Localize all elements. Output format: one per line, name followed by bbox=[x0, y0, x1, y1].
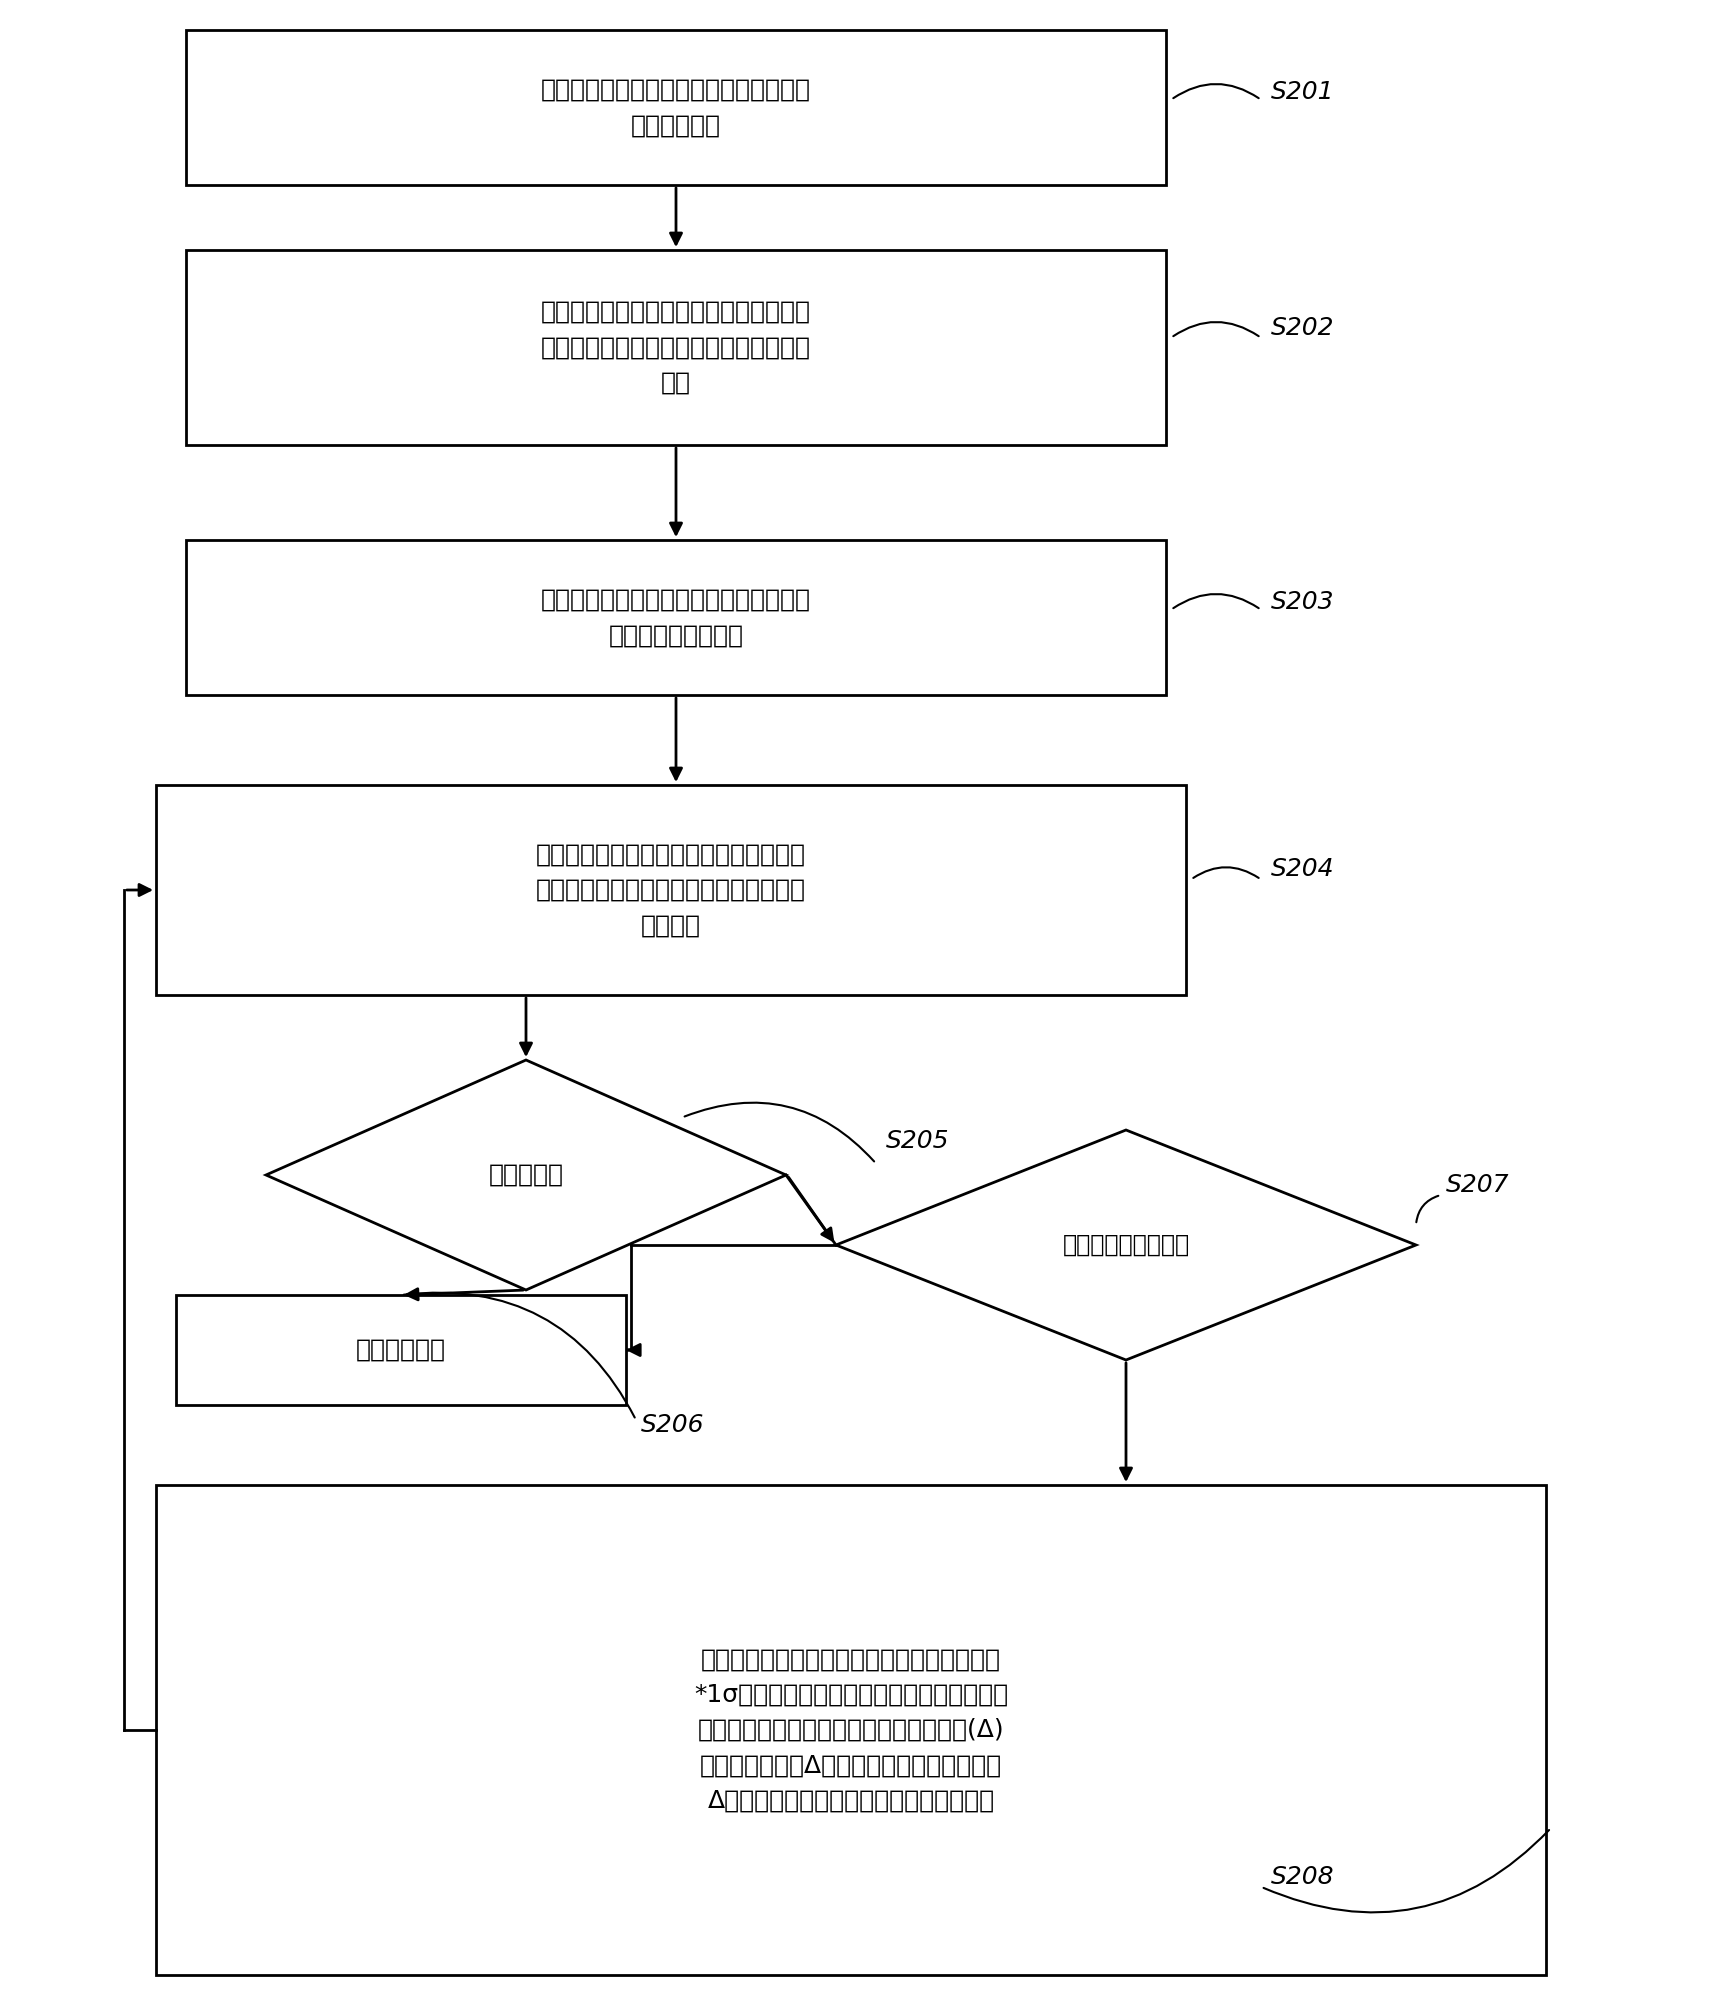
Text: S204: S204 bbox=[1270, 856, 1334, 880]
Bar bbox=[176, 1295, 627, 1406]
Text: S202: S202 bbox=[1270, 317, 1334, 341]
Text: S206: S206 bbox=[640, 1414, 705, 1438]
Text: S205: S205 bbox=[887, 1129, 950, 1153]
Text: 输出判断结果: 输出判断结果 bbox=[356, 1337, 447, 1361]
Polygon shape bbox=[265, 1061, 786, 1289]
Text: S208: S208 bbox=[1270, 1865, 1334, 1889]
Bar bbox=[187, 251, 1166, 445]
Text: 符合规范？: 符合规范？ bbox=[488, 1163, 563, 1187]
Text: 根据不同的电路设置对应的传输函数及需
要计算之参数: 根据不同的电路设置对应的传输函数及需 要计算之参数 bbox=[541, 78, 811, 136]
Bar bbox=[187, 30, 1166, 184]
Bar bbox=[187, 539, 1166, 696]
Text: S203: S203 bbox=[1270, 589, 1334, 614]
Polygon shape bbox=[835, 1131, 1416, 1359]
Bar bbox=[156, 786, 1186, 994]
Text: S201: S201 bbox=[1270, 80, 1334, 104]
Text: 确定具有误差值最大者，从而确定每一种
类的元件内具有误差值最大者的元件的型
号及参数: 确定具有误差值最大者，从而确定每一种 类的元件内具有误差值最大者的元件的型 号及… bbox=[536, 842, 806, 938]
Bar bbox=[156, 1486, 1546, 1975]
Text: 获取一电路对应的若干种类的元件、及每
一种类的元件所具有的全部型号及对应的
参数: 获取一电路对应的若干种类的元件、及每 一种类的元件所具有的全部型号及对应的 参数 bbox=[541, 301, 811, 395]
Text: S207: S207 bbox=[1447, 1173, 1510, 1197]
Text: 有其它型号的元件？: 有其它型号的元件？ bbox=[1063, 1233, 1190, 1257]
Text: 计算每一种类的元件内全部型号的元件的阻值
*1σ误差值，并计算每一种类的元件内全部型
号的元件对应的最大值与第二大值的差值(Δ)
，互相比较确定Δ值最大的元件类: 计算每一种类的元件内全部型号的元件的阻值 *1σ误差值，并计算每一种类的元件内全… bbox=[693, 1648, 1008, 1813]
Text: 计算每一种类的元件内的全部型号的元件
所对应的标准误差值: 计算每一种类的元件内的全部型号的元件 所对应的标准误差值 bbox=[541, 587, 811, 648]
